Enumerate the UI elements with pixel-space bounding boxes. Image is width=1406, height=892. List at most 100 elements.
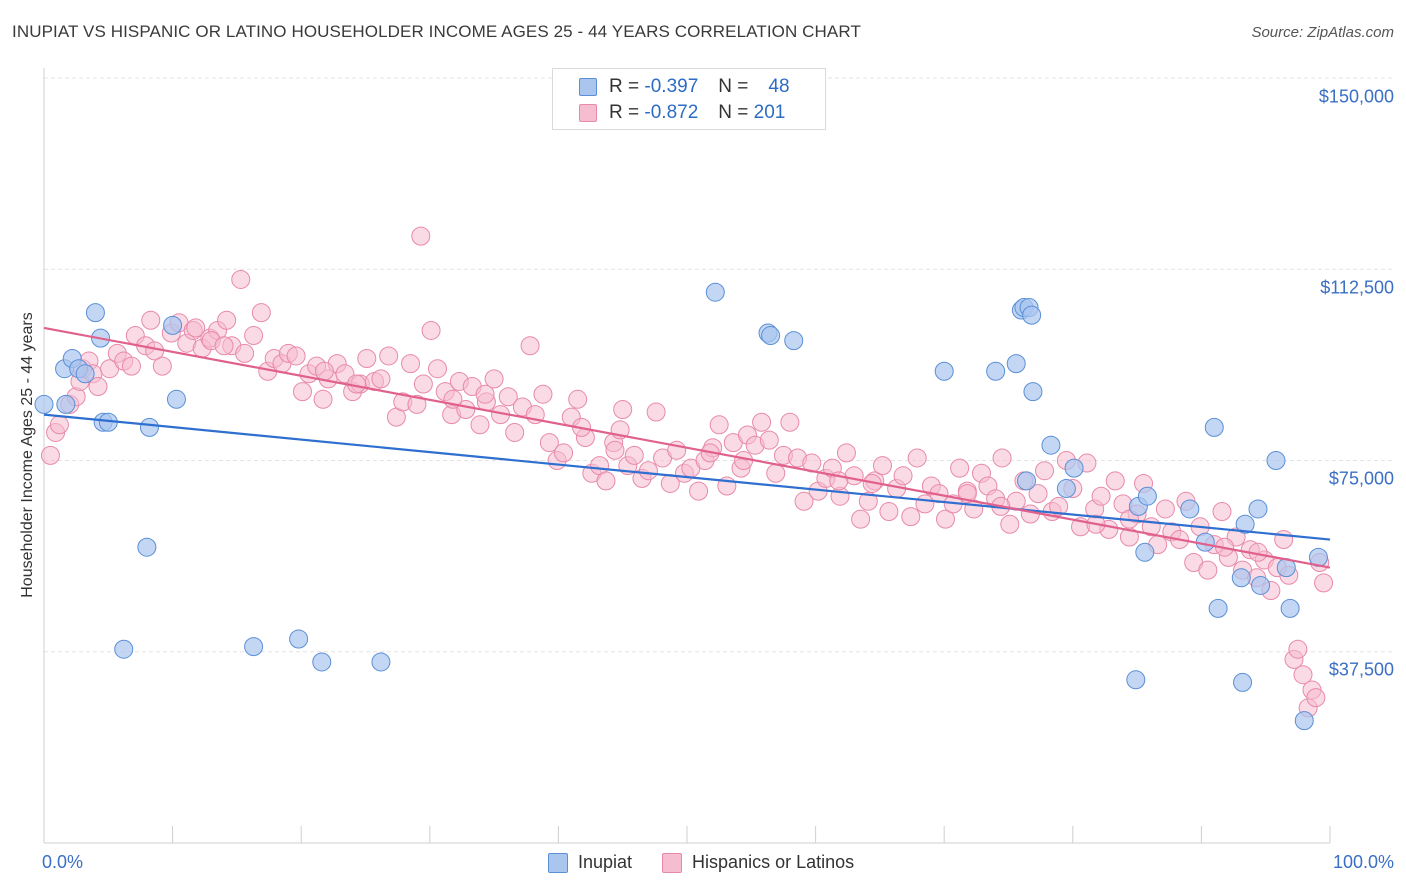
inupiat-point (1056, 479, 1076, 499)
inupiat-point (166, 389, 186, 409)
inupiat-point (1006, 354, 1026, 374)
hispanic-point (1091, 486, 1111, 506)
inupiat-point (1017, 471, 1037, 491)
hispanic-point (533, 384, 553, 404)
inupiat-point (1251, 575, 1271, 595)
hispanic-point (992, 448, 1012, 468)
hispanic-point (505, 422, 525, 442)
inupiat-point (1231, 568, 1251, 588)
inupiat-point (1235, 514, 1255, 534)
hispanic-point (759, 430, 779, 450)
hispanic-point (428, 359, 448, 379)
inupiat-point (1266, 451, 1286, 470)
hispanic-point (624, 445, 644, 465)
inupiat-point (85, 303, 105, 323)
hispanic-point (217, 310, 237, 330)
inupiat-point (761, 326, 781, 346)
inupiat-point (1208, 598, 1228, 618)
hispanic-point (1105, 471, 1125, 491)
inupiat-swatch (579, 78, 597, 96)
hispanic-point (1293, 665, 1313, 685)
n-value: 201 (753, 102, 786, 123)
hispanic-point (780, 412, 800, 432)
chart-title: INUPIAT VS HISPANIC OR LATINO HOUSEHOLDE… (12, 22, 861, 41)
hispanic-point (411, 226, 431, 246)
inupiat-point (114, 639, 134, 659)
hispanic-point (1212, 502, 1232, 521)
inupiat-point (1248, 499, 1268, 519)
hispanic-point (1306, 688, 1326, 708)
inupiat-point (705, 282, 725, 302)
axis-layer (43, 68, 1331, 844)
hispanic-point (152, 356, 172, 376)
correlation-legend: R = -0.397 N = 48 R = -0.872 N = 201 (552, 68, 826, 130)
hispanic-point (1314, 573, 1334, 593)
hispanic-point (1020, 504, 1040, 524)
inupiat-point (34, 394, 54, 414)
hispanic-point (596, 471, 616, 491)
hispanic-point (1274, 530, 1294, 550)
hispanic-point (851, 509, 871, 529)
hispanic-point (231, 269, 251, 289)
legend-label-inupiat: Inupiat (578, 852, 633, 872)
hispanic-point (1035, 461, 1055, 481)
hispanic-point (539, 433, 559, 453)
r-value: -0.872 (644, 102, 699, 123)
hispanic-point (40, 445, 60, 465)
r-value: -0.397 (644, 76, 699, 97)
hispanic-point (689, 481, 709, 501)
hispanic-point (401, 354, 421, 374)
hispanic-point (413, 374, 433, 394)
hispanic-swatch (579, 104, 597, 122)
chart-source: Source: ZipAtlas.com (1251, 24, 1394, 41)
x-tick-label-max: 100.0% (1332, 852, 1394, 872)
inupiat-point (986, 361, 1006, 381)
inupiat-point (371, 652, 391, 672)
hispanic-point (836, 443, 856, 463)
hispanic-point (357, 349, 377, 368)
hispanic-point (950, 458, 970, 478)
hispanic-point (407, 394, 427, 414)
hispanic-swatch (662, 852, 683, 873)
hispanic-point (484, 369, 504, 389)
hispanic-point (554, 443, 574, 463)
inupiat-point (784, 331, 804, 351)
series-legend: Inupiat Hispanics or Latinos (548, 852, 884, 873)
hispanic-point (314, 361, 334, 381)
hispanic-point (498, 387, 518, 407)
inupiat-swatch (548, 852, 568, 873)
hispanic-point (186, 318, 206, 338)
hispanic-point (766, 463, 786, 483)
n-value: 48 (768, 76, 790, 97)
hispanic-point (520, 336, 540, 356)
inupiat-trend-line (43, 413, 1331, 541)
hispanic-point (286, 346, 306, 366)
hispanic-point (470, 415, 490, 435)
inupiat-point (1233, 672, 1253, 692)
hispanic-point (421, 320, 441, 340)
inupiat-point (1280, 598, 1300, 618)
inupiat-point (1064, 458, 1084, 478)
n-label: N = (718, 102, 749, 123)
hispanic-point (1000, 514, 1020, 534)
hispanic-point (646, 402, 666, 422)
hispanic-point (638, 461, 658, 481)
hispanic-point (214, 336, 234, 356)
hispanic-point (935, 509, 955, 529)
hispanic-point (1155, 499, 1175, 519)
inupiat-point (56, 394, 76, 414)
legend-row-inupiat: R = -0.397 N = 48 (579, 74, 790, 100)
inupiat-point (1022, 305, 1042, 325)
points-layer (34, 226, 1334, 731)
legend-row-hispanic: R = -0.872 N = 201 (579, 100, 785, 126)
inupiat-point (1041, 435, 1061, 455)
inupiat-point (163, 315, 183, 335)
y-tick-label: $75,000 (1328, 468, 1394, 489)
inupiat-point (1204, 417, 1224, 437)
inupiat-point (139, 417, 159, 437)
hispanic-point (379, 346, 399, 366)
r-label: R = (609, 102, 640, 123)
hispanic-point (49, 415, 69, 435)
hispanic-point (794, 491, 814, 511)
